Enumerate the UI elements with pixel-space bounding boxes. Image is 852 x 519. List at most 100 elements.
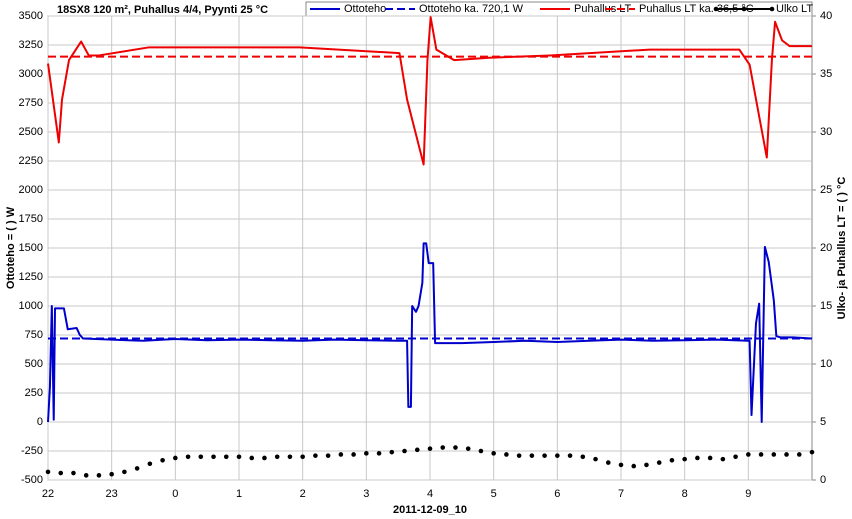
data-point — [809, 449, 815, 455]
data-point — [83, 473, 89, 478]
data-point — [338, 452, 344, 457]
data-point — [249, 455, 255, 461]
data-point — [758, 452, 764, 457]
data-point — [402, 448, 407, 454]
data-point — [453, 445, 458, 450]
data-point — [58, 470, 64, 476]
legend-swatch-dot — [769, 6, 775, 12]
data-point — [555, 453, 560, 458]
data-point — [325, 453, 331, 458]
y2-tick-label: 40 — [820, 10, 832, 22]
x-tick-label: 2 — [300, 488, 306, 500]
legend-label: Ottoteho — [344, 3, 386, 15]
data-point — [478, 448, 484, 454]
y-tick-label: 1250 — [19, 271, 43, 283]
x-tick-label: 6 — [554, 488, 560, 500]
data-point — [784, 452, 789, 457]
y2-tick-label: 35 — [820, 68, 832, 80]
y-tick-label: 2250 — [19, 155, 43, 167]
data-point — [733, 454, 738, 460]
x-tick-label: 0 — [172, 488, 178, 500]
data-point — [173, 455, 178, 461]
y-tick-label: 2750 — [19, 97, 43, 109]
data-point — [313, 453, 318, 458]
data-point — [45, 469, 51, 475]
y2-axis-label: Ulko- ja Puhallus LT = ( ) °C — [836, 177, 848, 320]
legend-swatch-dot — [741, 6, 747, 12]
y-tick-label: 1750 — [19, 213, 43, 225]
data-line — [47, 16, 812, 166]
x-tick-label: 8 — [682, 488, 688, 500]
y-tick-label: 3000 — [19, 68, 43, 80]
data-point — [796, 452, 802, 457]
legend-label: Ottoteho ka. 720,1 W — [419, 3, 524, 15]
y-tick-label: 2000 — [19, 184, 43, 196]
data-point — [644, 462, 649, 468]
y-tick-label: 2500 — [19, 126, 43, 138]
data-point — [262, 455, 267, 461]
data-point — [160, 457, 165, 463]
data-point — [465, 446, 471, 451]
y2-tick-label: 0 — [820, 474, 826, 486]
y-tick-label: 3500 — [19, 10, 43, 22]
x-tick-label: 23 — [106, 488, 118, 500]
data-point — [198, 454, 204, 460]
data-point — [504, 452, 509, 457]
y2-tick-label: 25 — [820, 184, 832, 196]
y-tick-label: -250 — [21, 445, 43, 457]
data-point — [414, 447, 420, 453]
data-point — [223, 454, 229, 460]
x-tick-label: 9 — [745, 488, 751, 500]
data-point — [211, 454, 216, 460]
x-tick-label: 5 — [491, 488, 497, 500]
data-line — [47, 242, 813, 423]
data-point — [618, 462, 624, 468]
y-tick-label: 500 — [25, 358, 43, 370]
y-tick-label: 250 — [25, 387, 43, 399]
data-point — [440, 445, 446, 450]
y-tick-label: 1500 — [19, 242, 43, 254]
y2-tick-label: 15 — [820, 300, 832, 312]
data-point — [771, 452, 777, 457]
chart-title: 18SX8 120 m², Puhallus 4/4, Pyynti 25 °C — [57, 4, 268, 16]
data-point — [147, 461, 153, 467]
data-point — [122, 469, 127, 475]
data-point — [746, 452, 751, 457]
legend-label: Ulko LT — [776, 3, 813, 15]
data-point — [96, 473, 102, 478]
y2-tick-label: 20 — [820, 242, 832, 254]
data-point — [593, 456, 598, 462]
data-point — [134, 466, 140, 471]
y2-tick-label: 10 — [820, 358, 832, 370]
data-point — [185, 454, 191, 460]
data-point — [364, 451, 369, 456]
data-point — [351, 452, 356, 457]
data-point — [300, 454, 305, 460]
data-point — [707, 455, 713, 461]
y2-tick-label: 5 — [820, 416, 826, 428]
data-point — [669, 457, 675, 463]
data-point — [389, 449, 395, 455]
data-point — [720, 456, 726, 462]
legend-label: Puhallus LT — [574, 3, 632, 15]
y-tick-label: 750 — [25, 329, 43, 341]
data-point — [695, 455, 700, 461]
data-point — [427, 446, 433, 451]
data-point — [274, 454, 280, 460]
data-point — [605, 460, 611, 465]
data-point — [376, 451, 382, 456]
data-point — [516, 453, 522, 458]
x-tick-label: 7 — [618, 488, 624, 500]
y-tick-label: 3250 — [19, 39, 43, 51]
x-tick-label: 4 — [427, 488, 433, 500]
data-point — [491, 451, 496, 456]
data-point — [631, 463, 637, 469]
y-axis-label: Ottoteho = ( ) W — [5, 206, 17, 289]
y-tick-label: 0 — [37, 416, 43, 428]
x-axis-label: 2011-12-09_10 — [393, 504, 467, 516]
data-point — [71, 470, 76, 476]
data-point — [542, 453, 547, 458]
data-point — [236, 454, 242, 460]
